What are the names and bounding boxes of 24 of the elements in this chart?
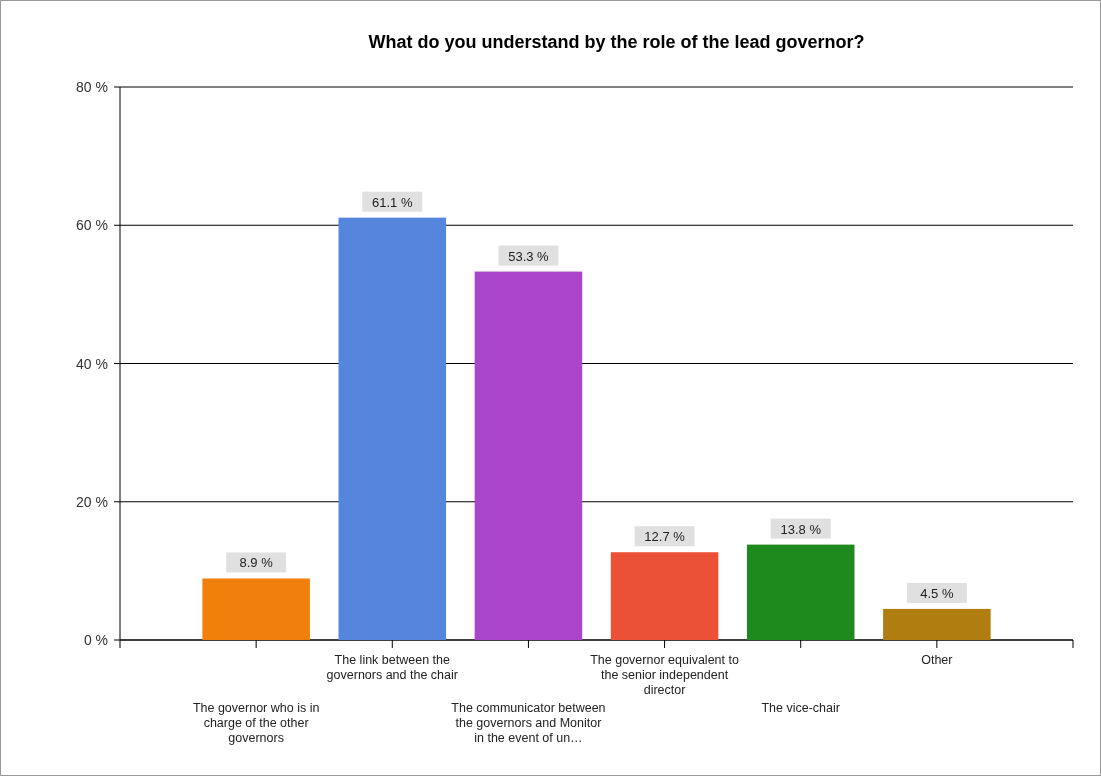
y-tick-label: 80 %	[76, 79, 108, 95]
data-label: 8.9 %	[239, 555, 274, 571]
bar	[474, 271, 583, 640]
data-label: 4.5 %	[920, 585, 954, 601]
y-tick-label: 20 %	[76, 493, 108, 510]
y-tick-label: 60 %	[76, 217, 108, 234]
data-label: 12.7 %	[644, 529, 686, 545]
x-tick-label: Other	[921, 653, 953, 667]
bar	[202, 578, 310, 640]
bar	[883, 608, 991, 640]
data-label: 53.3 %	[508, 248, 550, 264]
data-label: 13.8 %	[780, 521, 822, 537]
y-tick-label: 40 %	[76, 355, 108, 372]
x-tick-label: The governor equivalent to the senior independent director	[590, 653, 739, 697]
x-tick-label: The communicator between the governors and Monitor in the event of un…	[451, 701, 606, 745]
x-tick-label: The vice-chair	[761, 701, 840, 715]
x-tick-label: The governor who is in charge of the other governors	[192, 701, 320, 745]
data-label: 61.1 %	[372, 194, 413, 210]
bar	[746, 544, 855, 640]
chart-title: What do you understand by the role of the lead governor?	[368, 32, 865, 52]
x-tick-label: The link between the governors and the chair	[326, 653, 458, 682]
y-tick-label: 0 %	[83, 632, 108, 648]
bar	[338, 217, 447, 640]
bar	[610, 552, 719, 640]
